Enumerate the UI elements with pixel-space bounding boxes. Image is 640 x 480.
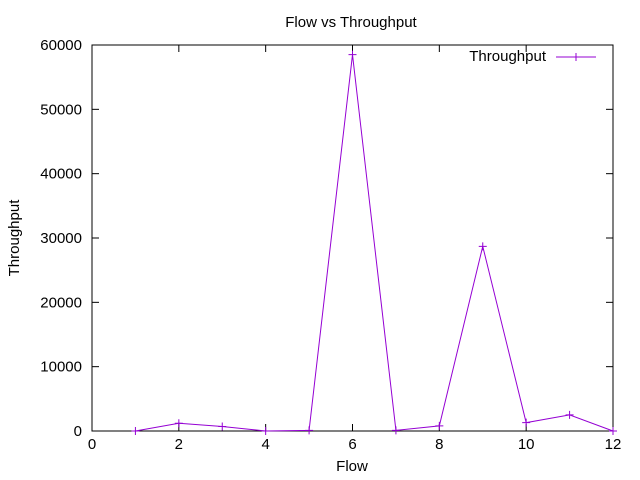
x-tick-label: 6 [348,436,356,453]
x-tick-label: 12 [605,436,622,453]
legend: Throughput [469,48,596,65]
x-axis: 0 2 4 6 8 10 12 [88,45,622,453]
data-point [435,421,444,430]
y-tick-label: 40000 [40,166,82,183]
data-point [565,410,574,419]
data-point [478,242,487,251]
legend-label-throughput: Throughput [469,48,547,65]
data-point [131,427,140,435]
series-line-0 [135,54,614,432]
data-point [609,427,617,435]
x-tick-label: 4 [261,436,269,453]
data-point [174,419,183,428]
data-point [348,50,357,59]
y-tick-label: 30000 [40,230,82,247]
y-tick-label: 20000 [40,294,82,311]
data-point [305,426,314,435]
y-tick-label: 60000 [40,37,82,54]
chart-title: Flow vs Throughput [285,14,417,31]
data-point [218,422,227,431]
x-tick-label: 10 [518,436,535,453]
legend-swatch-marker [572,53,580,61]
legend-marker [572,53,580,61]
y-tick-label: 10000 [40,359,82,376]
y-tick-label: 50000 [40,101,82,118]
data-point [522,418,531,427]
x-tick-label: 0 [88,436,96,453]
plot-frame [91,44,614,432]
data-point [261,427,270,435]
y-axis: 0 10000 20000 30000 40000 50000 60000 [40,37,613,440]
series-layer [131,50,617,435]
data-point [391,426,400,435]
y-axis-title: Throughput [6,199,23,277]
x-axis-title: Flow [336,458,368,475]
y-tick-label: 0 [74,423,82,440]
x-tick-label: 2 [175,436,183,453]
x-tick-label: 8 [435,436,443,453]
